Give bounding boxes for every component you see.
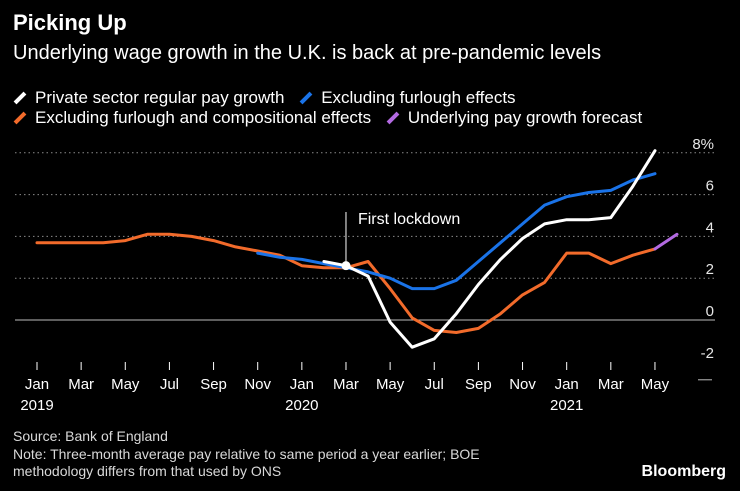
chart-title: Picking Up [13,10,127,35]
series-line [653,232,679,251]
x-tick-label: Mar [68,376,94,393]
x-tick-label: Jul [160,376,179,393]
x-tick-label: Mar [598,376,624,393]
legend-row-2: Excluding furlough and compositional eff… [13,108,652,128]
y-tick-label: 4 [706,219,714,236]
legend-label: Underlying pay growth forecast [407,108,643,127]
x-tick-label: Jan [290,376,314,393]
y-tick-label: 8% [692,136,714,153]
x-tick-label: Nov [244,376,271,393]
source-text: Source: Bank of England [13,428,168,444]
x-tick-label: Sep [200,376,227,393]
x-year-label: 2020 [285,397,318,414]
bloomberg-logo: Bloomberg [641,463,726,480]
y-tick-label: -2 [701,345,714,362]
legend-row-1: Private sector regular pay growth Exclud… [13,88,526,108]
legend-label: Excluding furlough and compositional eff… [35,108,372,127]
y-tick-label: 2 [706,261,714,278]
x-year-label: 2021 [550,397,583,414]
legend-item-excl-compositional: Excluding furlough and compositional eff… [13,108,371,128]
chart-subtitle: Underlying wage growth in the U.K. is ba… [13,42,602,64]
series-line [322,149,657,349]
lockdown-marker [341,261,351,271]
x-tick-label: Jan [25,376,49,393]
y-tick-label: 0 [706,303,714,320]
x-tick-label: May [376,376,405,393]
x-year-label: 2019 [20,397,53,414]
legend-item-forecast: Underlying pay growth forecast [386,108,642,128]
legend-item-excl-furlough: Excluding furlough effects [299,88,516,108]
x-tick-label: Mar [333,376,359,393]
x-tick-label: Sep [465,376,492,393]
y-tick-label: 6 [706,178,714,195]
x-tick-label: May [641,376,670,393]
legend-label: Excluding furlough effects [321,88,516,107]
x-tick-label: Nov [509,376,536,393]
x-tick-label: Jan [555,376,579,393]
x-tick-label: May [111,376,140,393]
series-line [256,172,657,291]
legend-item-private-sector: Private sector regular pay growth [13,88,284,108]
legend-label: Private sector regular pay growth [35,88,285,107]
x-tick-label: Jul [425,376,444,393]
note-line-1: Note: Three-month average pay relative t… [13,446,480,462]
lockdown-annotation-label: First lockdown [358,211,460,228]
note-line-2: methodology differs from that used by ON… [13,463,282,479]
